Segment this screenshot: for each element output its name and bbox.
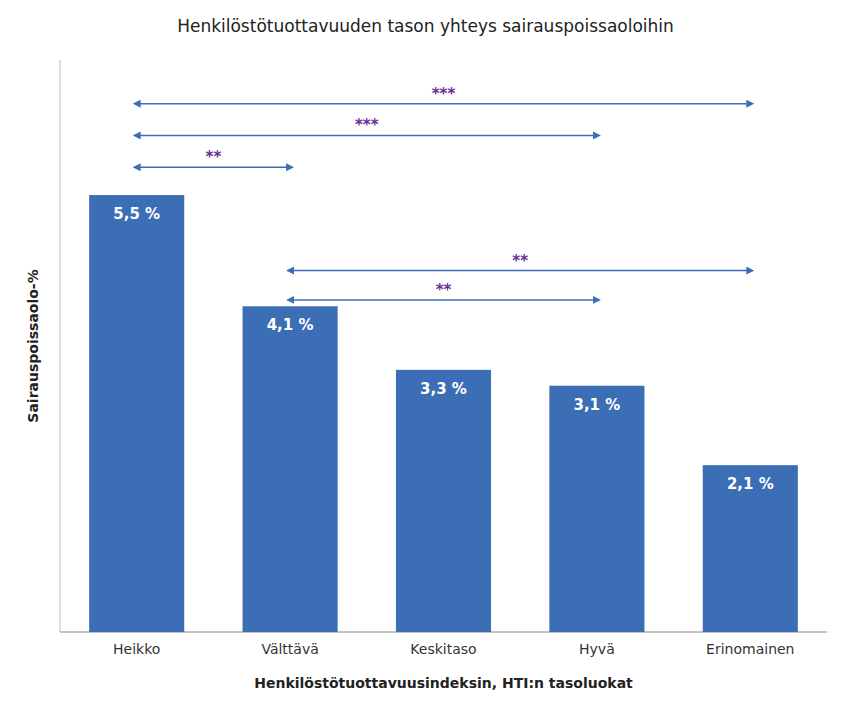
significance-arrow xyxy=(290,270,750,272)
x-tick-label: Erinomainen xyxy=(706,641,794,657)
annotations: ************ xyxy=(137,85,751,300)
significance-label: ** xyxy=(512,252,528,270)
x-tick-label: Heikko xyxy=(113,641,160,657)
chart: 5,5 % 4,1 % 3,3 % 3,1 % 2,1 % Heikko Välttävä K… xyxy=(0,0,851,716)
significance-arrow xyxy=(137,103,751,105)
title: Henkilöstötuottavuuden tason yhteys sair… xyxy=(177,16,674,36)
bar xyxy=(89,195,184,632)
chart-container: 5,5 % 4,1 % 3,3 % 3,1 % 2,1 % Heikko Välttävä K… xyxy=(0,0,851,716)
data-label: 2,1 % xyxy=(727,475,774,493)
bar xyxy=(396,370,491,632)
significance-label: *** xyxy=(432,85,456,103)
data-label: 3,3 % xyxy=(420,380,467,398)
significance-arrow xyxy=(137,167,290,169)
plot-area: 5,5 % 4,1 % 3,3 % 3,1 % 2,1 % Heikko Välttävä K… xyxy=(25,60,827,691)
data-label: 5,5 % xyxy=(113,205,160,223)
x-tick-label: Hyvä xyxy=(579,641,615,657)
x-tick-label: Keskitaso xyxy=(410,641,476,657)
x-axis-label: Henkilöstötuottavuusindeksin, HTI:n taso… xyxy=(254,675,633,691)
significance-label: *** xyxy=(355,116,379,134)
bars xyxy=(89,195,798,632)
annotation-arrows xyxy=(137,104,751,300)
y-axis-line xyxy=(60,60,61,632)
bar xyxy=(703,465,798,632)
bar xyxy=(243,306,338,632)
data-label: 4,1 % xyxy=(267,316,314,334)
significance-arrow xyxy=(137,135,597,137)
x-tick-label: Välttävä xyxy=(261,641,318,657)
significance-label: ** xyxy=(436,281,452,299)
significance-arrow xyxy=(290,299,597,301)
y-axis-label: Sairauspoissaolo-% xyxy=(25,269,41,422)
data-label: 3,1 % xyxy=(573,396,620,414)
significance-label: ** xyxy=(206,148,222,166)
bar xyxy=(549,386,644,632)
